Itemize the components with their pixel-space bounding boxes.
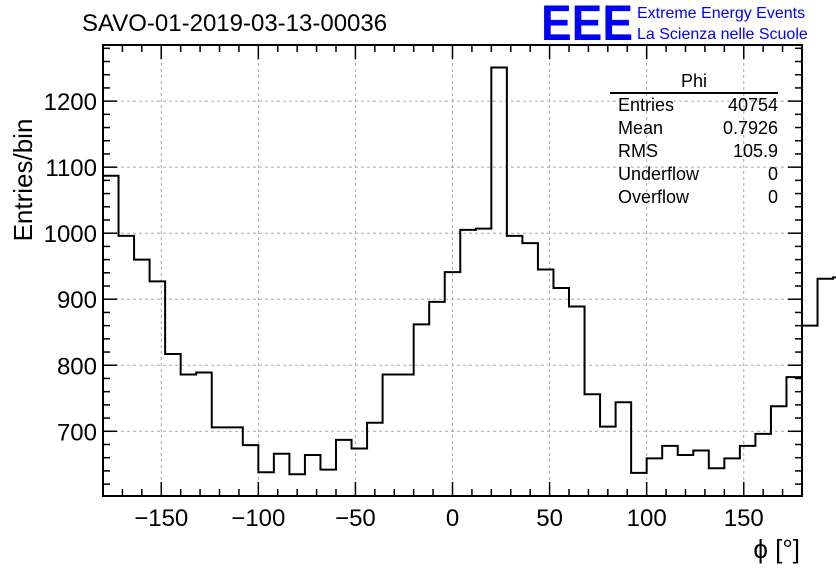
stats-row: Entries 40754 <box>610 94 778 117</box>
y-tick-label: 700 <box>57 419 97 446</box>
plot-title: SAVO-01-2019-03-13-00036 <box>82 10 388 37</box>
stats-value: 0 <box>767 187 778 207</box>
logo-caption-line2: La Scienza nelle Scuole <box>637 26 808 43</box>
stats-box: Phi Entries 40754 Mean 0.7926 RMS 105.9 … <box>610 71 778 209</box>
stats-row: RMS 105.9 <box>610 140 778 163</box>
grid-lines <box>103 45 802 496</box>
x-tick-label: 0 <box>446 505 459 532</box>
y-tick-label: 800 <box>57 353 97 380</box>
stats-label: Entries <box>618 95 675 115</box>
eee-logo: EEE <box>541 0 633 46</box>
x-tick-label: −100 <box>231 505 285 532</box>
stats-value: 40754 <box>727 95 778 115</box>
stats-label: Underflow <box>618 164 700 184</box>
stats-title: Phi <box>610 71 778 94</box>
logo-caption-line1: Extreme Energy Events <box>637 5 806 22</box>
y-tick-label: 1200 <box>44 89 97 116</box>
x-tick-labels: −150 −100 −50 0 50 100 150 <box>134 505 764 532</box>
x-tick-label: 50 <box>536 505 563 532</box>
x-tick-label: −150 <box>134 505 188 532</box>
histogram-line <box>102 66 836 496</box>
stats-value: 105.9 <box>732 141 778 161</box>
axis-ticks <box>102 45 803 496</box>
stats-row: Overflow 0 <box>610 186 778 209</box>
y-tick-label: 1000 <box>44 221 97 248</box>
x-tick-label: 100 <box>627 505 667 532</box>
eee-logo-text: EEE <box>541 0 633 46</box>
y-axis-label: Entries/bin <box>8 119 38 242</box>
stats-label: Mean <box>618 118 664 138</box>
x-tick-label: 150 <box>724 505 764 532</box>
logo-caption: Extreme Energy Events La Scienza nelle S… <box>637 3 808 45</box>
y-tick-labels: 700 800 900 1000 1100 1200 <box>44 89 97 446</box>
stats-value: 0 <box>767 164 778 184</box>
stats-value: 0.7926 <box>722 118 778 138</box>
stats-row: Mean 0.7926 <box>610 117 778 140</box>
x-tick-label: −50 <box>335 505 376 532</box>
stats-label: Overflow <box>618 187 690 207</box>
stats-row: Underflow 0 <box>610 163 778 186</box>
stats-label: RMS <box>618 141 658 161</box>
y-tick-label: 1100 <box>45 155 97 182</box>
x-axis-label: ϕ [°] <box>753 534 800 564</box>
y-tick-label: 900 <box>57 287 97 314</box>
